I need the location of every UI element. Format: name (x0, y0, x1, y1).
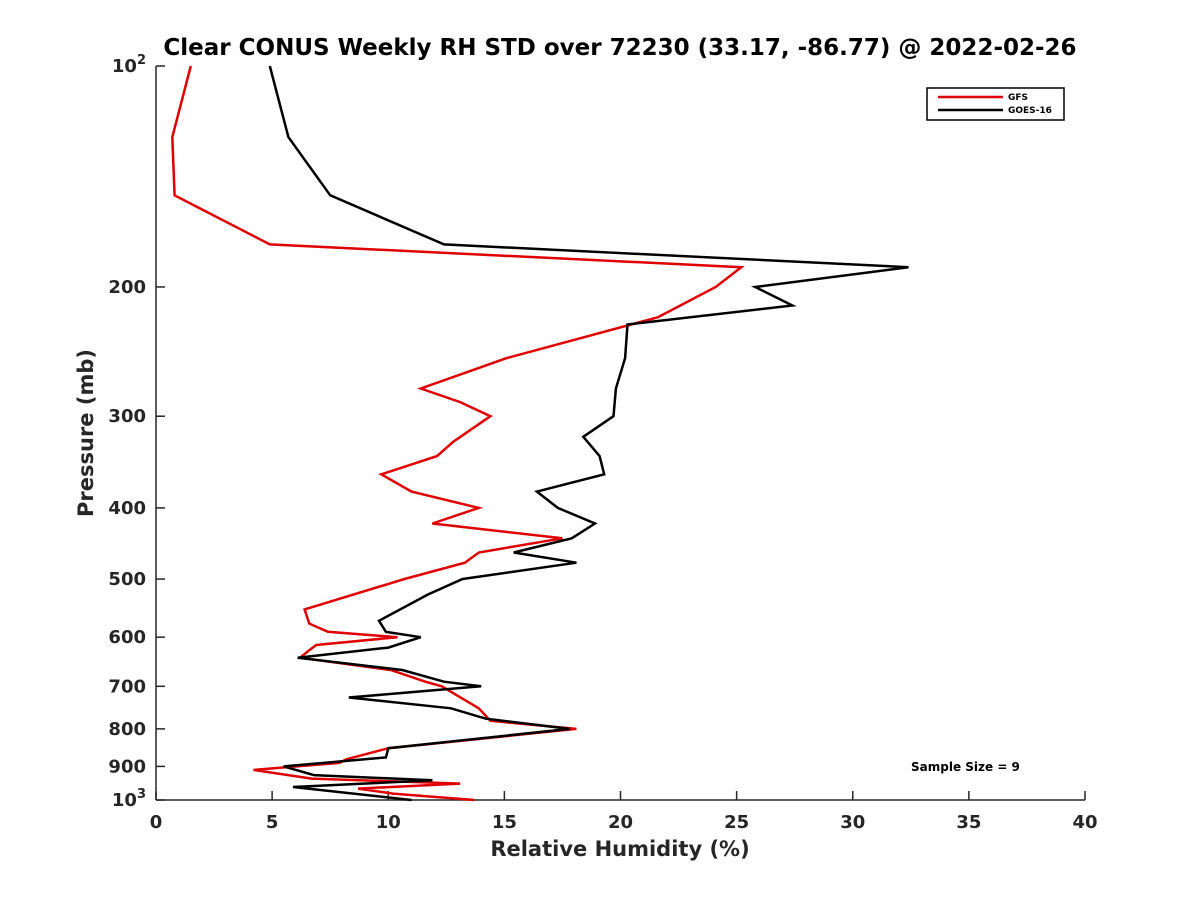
legend-label-gfs: GFS (1008, 93, 1028, 103)
x-tick-label: 10 (376, 812, 401, 833)
x-tick-label: 25 (724, 812, 749, 833)
series-line-goes-16 (268, 65, 909, 802)
legend-box (926, 87, 1065, 121)
plot-area-background (156, 66, 1085, 800)
x-tick-label: 35 (956, 812, 981, 833)
y-axis-label: Pressure (mb) (74, 349, 98, 517)
x-tick-label: 0 (150, 812, 163, 833)
x-tick-label: 40 (1072, 812, 1097, 833)
series-line-gfs (171, 65, 745, 802)
y-tick-label: 600 (108, 627, 146, 648)
y-tick-label: 200 (108, 277, 146, 298)
x-tick-label: 15 (492, 812, 517, 833)
y-tick-label: 400 (108, 498, 146, 519)
y-tick-label: 300 (108, 406, 146, 427)
legend: GFS GOES-16 (926, 87, 1065, 121)
x-tick-label: 5 (266, 812, 279, 833)
sample-size-annotation: Sample Size = 9 (911, 760, 1020, 774)
y-tick-label: 500 (108, 569, 146, 590)
y-tick-label: 800 (108, 719, 146, 740)
legend-label-goes-16: GOES-16 (1008, 106, 1052, 116)
y-tick-label: 700 (108, 676, 146, 697)
chart-title: Clear CONUS Weekly RH STD over 72230 (33… (163, 35, 1076, 61)
y-tick-label: 900 (108, 756, 146, 777)
x-tick-label: 30 (840, 812, 865, 833)
x-axis-label: Relative Humidity (%) (490, 837, 749, 861)
x-tick-label: 20 (608, 812, 633, 833)
plot-area (156, 66, 1085, 800)
series-layer (171, 65, 909, 802)
x-axis: 0 5 10 15 20 25 30 35 40 (150, 791, 1098, 833)
